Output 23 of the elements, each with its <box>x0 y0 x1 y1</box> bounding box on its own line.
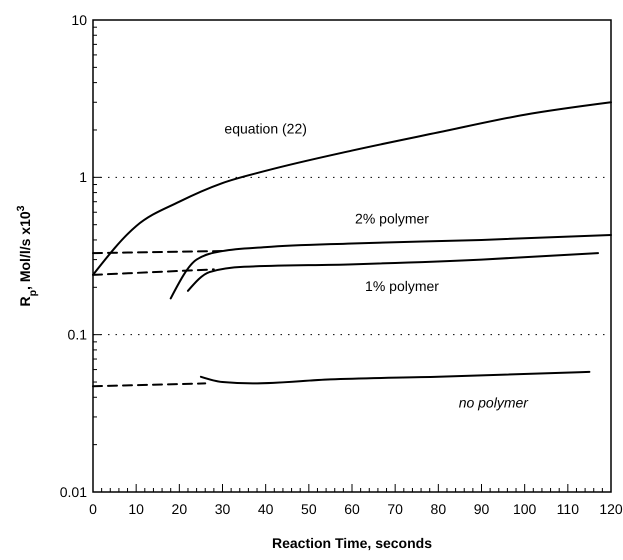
series-label: no polymer <box>458 394 530 411</box>
y-tick-label: 1 <box>79 169 88 186</box>
series-label: equation (22) <box>224 120 307 137</box>
x-tick-label: 110 <box>556 501 580 517</box>
x-tick-label: 90 <box>474 501 490 517</box>
y-tick-label: 10 <box>71 12 88 28</box>
x-tick-label: 20 <box>172 501 188 517</box>
x-tick-label: 120 <box>599 501 623 517</box>
x-tick-label: 30 <box>214 501 230 517</box>
x-tick-label: 50 <box>301 501 317 517</box>
x-axis-title: Reaction Time, seconds <box>272 535 432 551</box>
x-tick-label: 60 <box>344 501 360 517</box>
y-tick-label: 0.1 <box>68 326 88 343</box>
series-label: 1% polymer <box>365 278 440 294</box>
series-label: 2% polymer <box>355 210 430 226</box>
x-tick-label: 100 <box>512 501 537 517</box>
x-tick-label: 70 <box>387 501 404 517</box>
x-tick-label: 40 <box>258 501 274 517</box>
y-tick-label: 0.01 <box>60 484 88 500</box>
line-series <box>200 370 590 384</box>
x-tick-label: 0 <box>89 501 98 517</box>
x-tick-label: 80 <box>430 501 446 517</box>
x-tick-label: 10 <box>128 501 144 517</box>
